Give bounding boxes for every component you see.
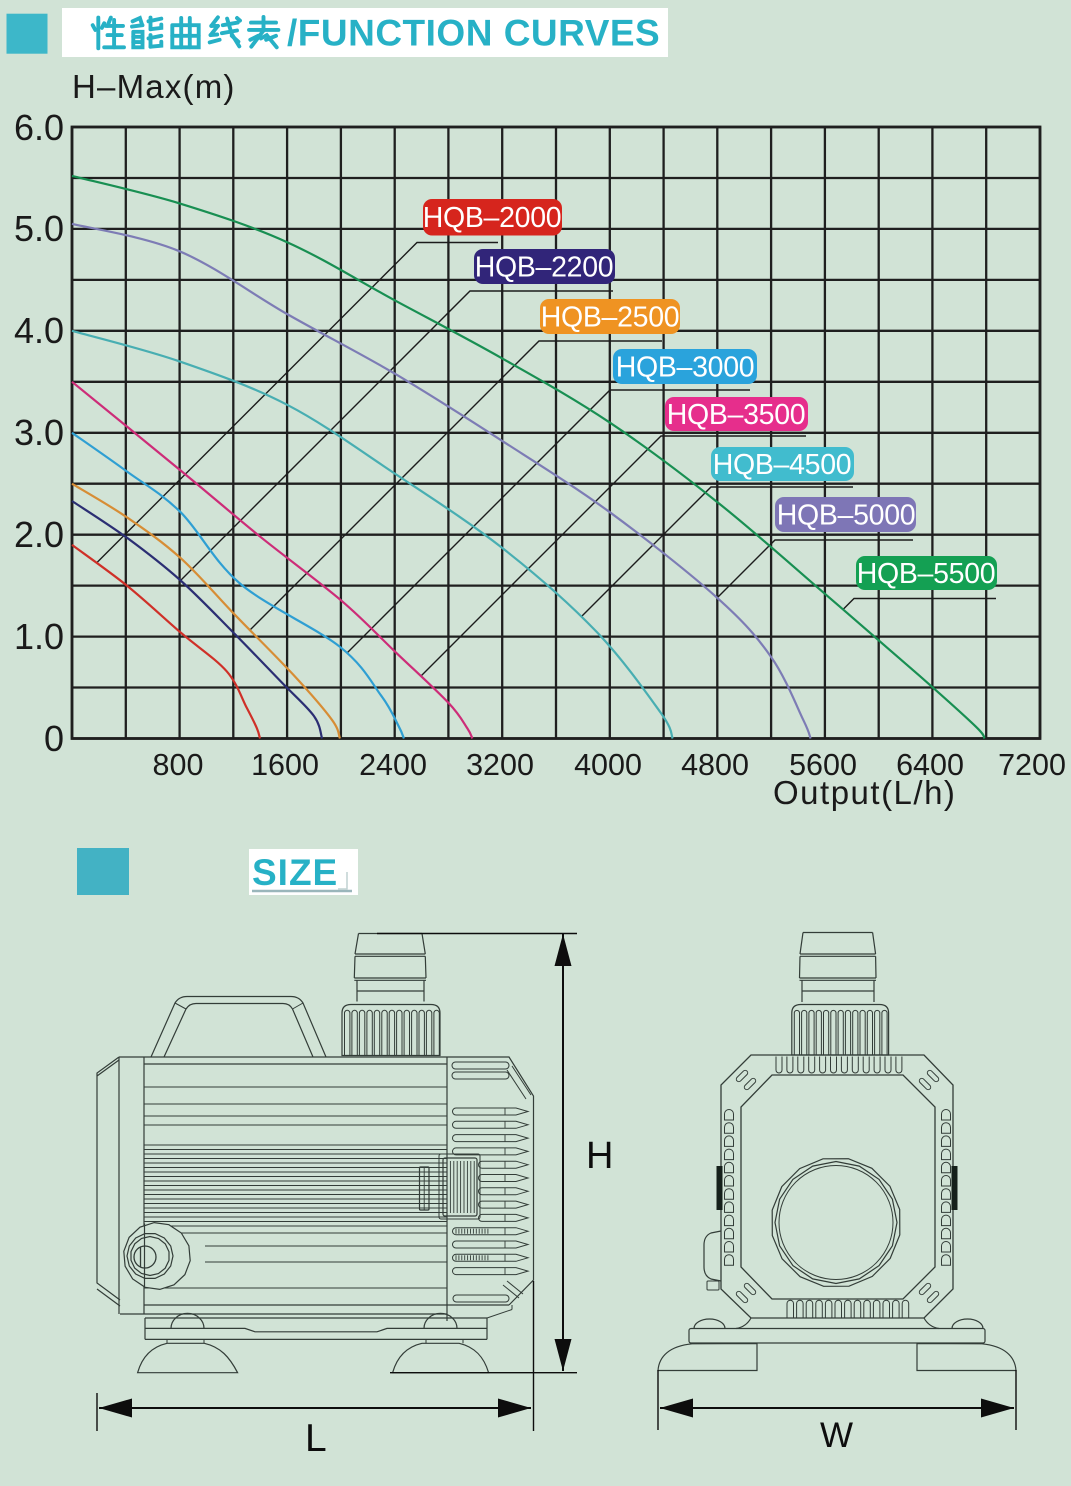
svg-text:5600: 5600 [789, 748, 857, 782]
svg-text:5.0: 5.0 [14, 208, 64, 249]
svg-text:H–Max(m): H–Max(m) [72, 68, 236, 105]
svg-text:HQB–2200: HQB–2200 [475, 252, 614, 284]
svg-text:3200: 3200 [466, 748, 534, 782]
svg-text:HQB–2500: HQB–2500 [541, 302, 680, 334]
svg-text:4.0: 4.0 [14, 310, 64, 351]
svg-text:HQB–3500: HQB–3500 [667, 399, 806, 431]
svg-text:1.0: 1.0 [14, 616, 64, 657]
svg-text:6400: 6400 [896, 748, 964, 782]
svg-text:7200: 7200 [998, 748, 1066, 782]
svg-text:4800: 4800 [681, 748, 749, 782]
svg-text:Output(L/h): Output(L/h) [773, 774, 956, 811]
svg-text:/FUNCTION CURVES: /FUNCTION CURVES [287, 13, 660, 54]
svg-text:HQB–3000: HQB–3000 [616, 352, 755, 384]
svg-text:W: W [820, 1416, 853, 1455]
svg-text:HQB–2000: HQB–2000 [423, 202, 562, 234]
svg-text:HQB–5500: HQB–5500 [857, 558, 996, 590]
svg-text:800: 800 [153, 748, 204, 782]
svg-text:2.0: 2.0 [14, 514, 64, 555]
svg-text:L: L [305, 1417, 327, 1460]
svg-text:SIZE: SIZE [252, 852, 338, 893]
svg-text:1600: 1600 [251, 748, 319, 782]
svg-text:2400: 2400 [359, 748, 427, 782]
svg-text:4000: 4000 [574, 748, 642, 782]
svg-text:HQB–4500: HQB–4500 [713, 449, 852, 481]
svg-text:3.0: 3.0 [14, 412, 64, 453]
svg-text:HQB–5000: HQB–5000 [777, 500, 916, 532]
svg-text:0: 0 [44, 718, 64, 759]
svg-text:H: H [586, 1135, 613, 1177]
svg-text:6.0: 6.0 [14, 107, 64, 148]
